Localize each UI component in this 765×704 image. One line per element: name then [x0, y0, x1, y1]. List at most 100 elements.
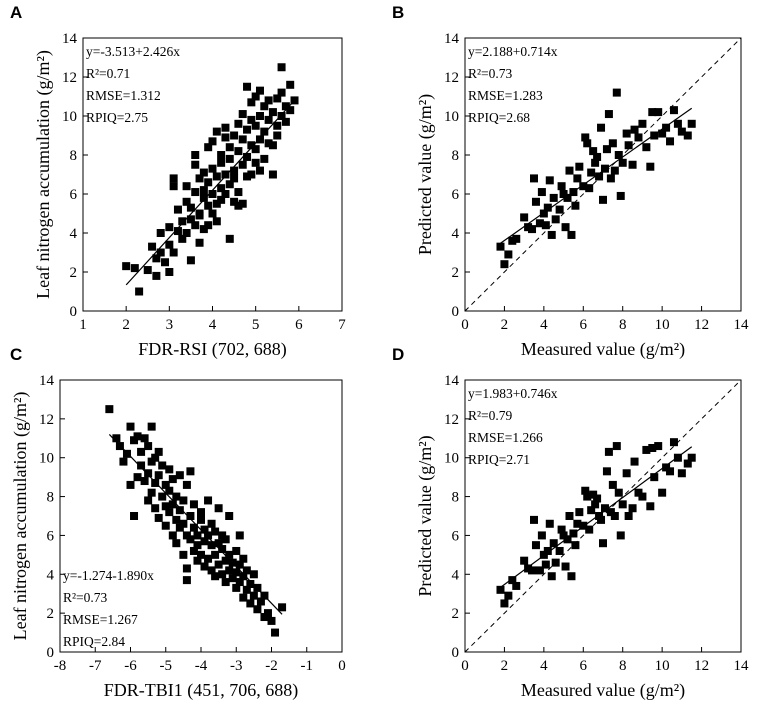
stat-annotation: RMSE=1.267: [63, 612, 138, 627]
panel-letter: B: [392, 3, 404, 22]
y-tick-label: 6: [70, 187, 78, 203]
data-point: [221, 535, 230, 544]
data-point: [575, 162, 584, 171]
x-tick-label: 12: [694, 658, 709, 674]
data-point: [238, 135, 247, 144]
data-point: [115, 442, 124, 451]
data-point: [105, 405, 114, 414]
data-point: [264, 139, 273, 148]
data-point: [195, 174, 204, 183]
data-point: [666, 137, 675, 146]
data-point: [243, 125, 252, 134]
x-axis-label: FDR-TBI1 (451, 706, 688): [104, 680, 299, 701]
one-to-one-line: [464, 37, 742, 312]
data-point: [217, 158, 226, 167]
data-point: [268, 170, 277, 179]
data-point: [195, 211, 204, 220]
stat-annotation: RPIQ=2.75: [86, 110, 148, 125]
data-point: [535, 566, 544, 575]
plot-frame: [464, 379, 742, 653]
data-point: [200, 537, 209, 546]
data-point: [214, 504, 223, 513]
stat-annotation: R²=0.71: [86, 66, 130, 81]
data-point: [551, 215, 560, 224]
stat-annotation: RPIQ=2.68: [468, 110, 530, 125]
data-point: [217, 195, 226, 204]
data-point: [191, 221, 200, 230]
y-tick-label: 0: [452, 304, 460, 320]
data-point: [175, 506, 184, 515]
data-point: [658, 129, 667, 138]
data-point: [500, 599, 509, 608]
x-tick-label: 14: [734, 658, 750, 674]
data-point: [212, 172, 221, 181]
data-point: [604, 110, 613, 119]
data-point: [140, 434, 149, 443]
panel-c: C -8 -7 -6 -5 -4 -3 -2 -1 0 0 2 4 6 8 10 12 14 FDR-TBI1 (4…: [10, 345, 346, 701]
x-tick-label: 0: [461, 317, 469, 333]
data-point: [277, 112, 286, 120]
data-point: [195, 238, 204, 247]
data-point: [273, 121, 282, 130]
panel-d: D 0 2 4 6 8 10 12 14 0 2 4 6 8 10 12 14 Measured value (g…: [392, 345, 749, 701]
data-point: [589, 147, 598, 156]
data-point: [191, 188, 200, 197]
data-point: [271, 628, 280, 637]
data-point: [286, 80, 295, 89]
data-point: [161, 521, 170, 530]
x-tick-label: 10: [655, 317, 670, 333]
data-point: [161, 258, 170, 267]
data-point: [191, 160, 200, 169]
data-point: [204, 143, 213, 152]
data-point: [133, 432, 142, 441]
data-point: [221, 170, 230, 179]
y-tick-label: 6: [452, 528, 460, 544]
data-point: [249, 591, 258, 600]
y-tick-label: 4: [47, 567, 55, 583]
data-point: [583, 139, 592, 148]
data-point: [137, 461, 146, 470]
data-point: [221, 556, 230, 565]
data-point: [221, 123, 230, 132]
data-point: [204, 531, 213, 540]
data-point: [648, 108, 657, 117]
x-axis-label: Measured value (g/m²): [521, 680, 685, 701]
data-point: [158, 461, 167, 470]
data-point: [624, 141, 633, 150]
panel-letter: A: [10, 3, 22, 22]
data-point: [508, 576, 517, 585]
data-point: [211, 550, 220, 559]
data-point: [606, 174, 615, 183]
data-point: [677, 469, 686, 478]
y-tick-label: 10: [444, 109, 459, 125]
data-point: [593, 152, 602, 161]
data-point: [251, 121, 260, 130]
data-point: [130, 264, 139, 273]
data-point: [172, 539, 181, 548]
data-point: [178, 234, 187, 243]
data-point: [232, 568, 241, 577]
data-point: [225, 143, 234, 152]
data-point: [211, 572, 220, 581]
data-point: [158, 492, 167, 501]
data-point: [573, 519, 582, 528]
stat-annotation: y=1.983+0.746x: [468, 386, 558, 401]
data-point: [610, 166, 619, 175]
data-point: [541, 560, 550, 569]
y-tick-label: 0: [47, 645, 55, 661]
data-point: [597, 123, 606, 132]
data-point: [569, 529, 578, 538]
data-point: [648, 444, 657, 452]
data-point: [247, 141, 256, 150]
data-point: [197, 550, 205, 559]
data-point: [172, 515, 181, 524]
data-point: [496, 242, 505, 251]
stat-annotation: R²=0.73: [63, 590, 108, 605]
data-point: [504, 591, 513, 600]
data-point: [567, 230, 576, 239]
x-tick-label: 2: [501, 317, 509, 333]
data-point: [253, 583, 262, 592]
y-tick-label: 12: [62, 70, 77, 86]
data-point: [169, 182, 178, 191]
